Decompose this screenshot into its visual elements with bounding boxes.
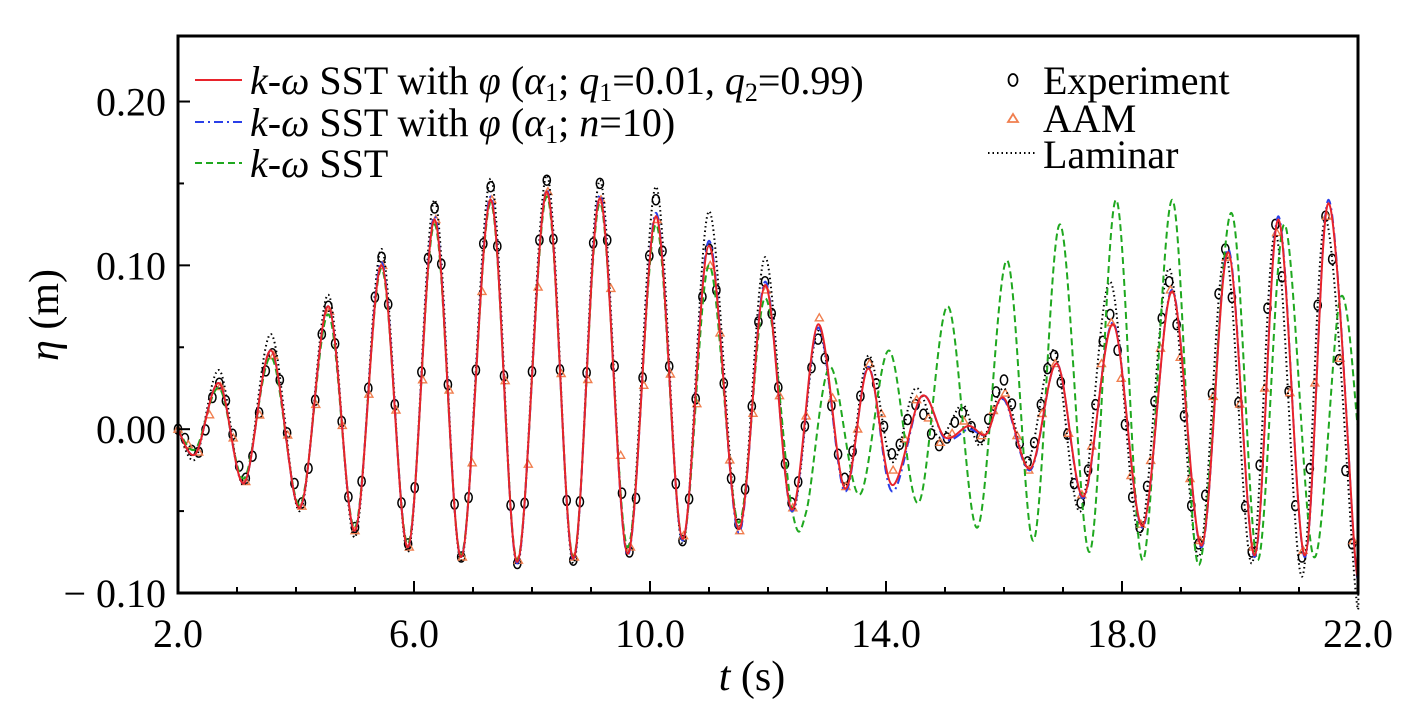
experiment-point (1007, 398, 1017, 410)
experiment-point (290, 477, 299, 490)
x-tick-label: 14.0 (851, 611, 921, 656)
x-tick-label: 18.0 (1087, 611, 1157, 656)
experiment-point (1113, 344, 1122, 357)
y-tick-label: 0.20 (96, 80, 166, 125)
legend-label-sst-phi-a: k-ω SST with φ (α1; q1=0.01, q2=0.99) (250, 58, 864, 107)
aam-point (240, 476, 252, 486)
legend-label-sst: k-ω SST (250, 141, 388, 186)
experiment-point (903, 413, 912, 426)
experiment-point (430, 202, 439, 214)
aam-point (935, 436, 946, 446)
legend-swatch-experiment (1007, 73, 1019, 87)
aam-point (324, 305, 335, 315)
legend-item-sst-phi-b: k-ω SST with φ (α1; n=10) (195, 100, 675, 149)
aam-point (215, 381, 226, 391)
legend-swatch-aam (1006, 112, 1020, 123)
legend-label-aam: AAM (1043, 96, 1136, 141)
x-tick-label: 22.0 (1323, 611, 1393, 656)
legend-item-laminar: Laminar (988, 132, 1179, 177)
experiment-point (991, 386, 1001, 398)
legend-item-sst: k-ω SST (195, 141, 388, 186)
aam-point (999, 387, 1011, 397)
aam-point (814, 312, 825, 322)
experiment-point (919, 408, 928, 421)
aam-point (296, 500, 308, 510)
experiment-point (999, 374, 1009, 386)
experiment-point (1164, 275, 1174, 288)
legend-item-aam: AAM (1006, 96, 1136, 141)
series-laminar (177, 174, 1360, 611)
experiment-point (610, 360, 619, 372)
aam-point (523, 458, 534, 468)
experiment-point (214, 377, 224, 390)
experiment-point (1105, 308, 1115, 321)
y-tick-label: 0.10 (96, 243, 166, 288)
y-axis-label: η (m) (22, 269, 68, 361)
experiment-point (595, 177, 605, 190)
experiment-point (678, 534, 687, 547)
legend-item-experiment: Experiment (1007, 58, 1230, 103)
line-sst (177, 195, 1359, 567)
x-axis-label: t (s) (719, 654, 786, 700)
legend-label-experiment: Experiment (1043, 58, 1230, 103)
legend-label-laminar: Laminar (1043, 132, 1179, 177)
experiment-point (958, 407, 968, 419)
x-tick-label: 6.0 (389, 611, 439, 656)
line-sst_phi_a (177, 190, 1360, 579)
aam-point (852, 423, 863, 433)
aam-point (466, 457, 478, 467)
experiment-point (895, 438, 905, 451)
series-sst_phi_a (177, 190, 1360, 579)
line-sst_phi_b (177, 188, 1360, 581)
aam-point (734, 525, 745, 535)
experiment-point (403, 538, 413, 550)
legend-item-sst-phi-a: k-ω SST with φ (α1; q1=0.01, q2=0.99) (195, 58, 864, 107)
experiment-point (542, 174, 552, 186)
experiment-point (486, 180, 496, 193)
x-tick-label: 10.0 (615, 611, 685, 656)
aam-point (899, 433, 911, 443)
series-sst_phi_b (177, 188, 1360, 581)
experiment-point (887, 448, 897, 460)
y-tick-label: 0.00 (96, 407, 166, 452)
series-experiment (173, 174, 1357, 570)
line-laminar (177, 174, 1360, 611)
aam-point (864, 358, 875, 368)
x-tick-label: 2.0 (153, 611, 203, 656)
series-sst (177, 195, 1359, 567)
series-aam (172, 186, 1359, 564)
tick-layer: 2.0 6.0 10.0 14.0 18.0 22.0 − 0.10 0.00 0.10 0.20 (63, 80, 1393, 656)
aam-point (887, 464, 899, 474)
series-layer (172, 174, 1360, 611)
legend-label-sst-phi-b: k-ω SST with φ (α1; n=10) (250, 100, 675, 149)
experiment-point (950, 416, 960, 428)
y-tick-label: − 0.10 (63, 571, 166, 616)
experiment-point (926, 428, 936, 440)
experiment-point (1172, 318, 1181, 331)
legend: k-ω SST with φ (α1; q1=0.01, q2=0.99) k-… (195, 58, 1230, 186)
